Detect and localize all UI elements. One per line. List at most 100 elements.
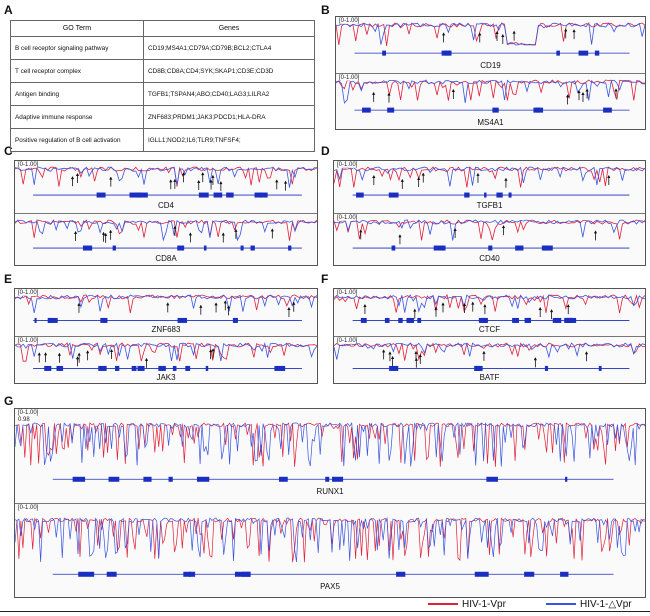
gene-exon bbox=[594, 50, 600, 56]
coverage-plot bbox=[15, 294, 317, 323]
arrow-head bbox=[566, 304, 570, 308]
arrow-head bbox=[421, 172, 425, 176]
arrow-head bbox=[201, 172, 205, 176]
arrow-head bbox=[462, 303, 467, 307]
arrow-head bbox=[572, 29, 576, 33]
arrow-head bbox=[585, 88, 589, 92]
coverage-line bbox=[334, 219, 645, 241]
arrow-head bbox=[169, 179, 173, 183]
arrow-head bbox=[382, 349, 386, 353]
gene-exon bbox=[474, 571, 489, 577]
track-ms4a1: [0-1.00] MS4A1 bbox=[336, 73, 645, 130]
gene-exon bbox=[232, 317, 238, 323]
gene-exon bbox=[360, 317, 367, 323]
arrow-head bbox=[363, 303, 367, 307]
gene-exon bbox=[387, 107, 395, 113]
gene-exon bbox=[488, 245, 493, 251]
arrow-head bbox=[109, 176, 113, 180]
genes-cell: IGLL1;NOD2;IL6;TLR9;TNFSF4; bbox=[143, 128, 315, 152]
track-pax5: [0-1.00] PAX5 bbox=[15, 503, 645, 598]
coverage-line bbox=[15, 219, 317, 241]
range-label: [0-1.00] bbox=[18, 162, 39, 168]
gene-exon bbox=[391, 245, 396, 251]
range-label: [0-1.00] bbox=[337, 162, 358, 168]
gene-exon bbox=[240, 245, 244, 251]
coverage-line bbox=[15, 342, 317, 362]
coverage-plot bbox=[336, 79, 645, 113]
arrow-head bbox=[483, 304, 487, 308]
arrow-head bbox=[226, 305, 231, 309]
arrow-head bbox=[57, 352, 61, 356]
coverage-line bbox=[15, 166, 317, 188]
panel-e-tracks: [0-1.00] ZNF683 [0-1.00] JAK3 bbox=[14, 288, 318, 384]
range-label: [0-1.00] bbox=[18, 410, 39, 416]
genes-cell: CD8B;CD8A;CD4;SYK;SKAP1;CD3E;CD3D bbox=[143, 59, 315, 83]
arrow-head bbox=[359, 229, 363, 233]
go-term-cell: Antigen binding bbox=[10, 82, 144, 106]
gene-exon bbox=[565, 476, 568, 482]
arrow-head bbox=[387, 92, 391, 96]
arrow-head bbox=[214, 302, 218, 306]
gene-exon bbox=[486, 476, 498, 482]
range-label: [0-1.00] bbox=[18, 290, 39, 296]
range-label: [0-1.00] bbox=[18, 338, 39, 344]
gene-exon bbox=[131, 365, 137, 371]
table-row: Adaptive immune response ZNF683;PRDM1;JA… bbox=[10, 105, 315, 129]
gene-exon bbox=[56, 365, 64, 371]
gene-exon bbox=[484, 192, 487, 198]
coverage-line bbox=[15, 342, 317, 362]
gene-exon bbox=[279, 476, 288, 482]
gene-exon bbox=[417, 317, 422, 323]
go-term-cell: B cell receptor signaling pathway bbox=[10, 36, 144, 60]
table-row: B cell receptor signaling pathway CD19;M… bbox=[10, 36, 315, 60]
coverage-line bbox=[334, 342, 645, 360]
gene-exon bbox=[115, 365, 120, 371]
header-go-term: GO Term bbox=[10, 20, 144, 37]
gene-exon bbox=[172, 365, 177, 371]
arrow-head bbox=[173, 225, 177, 229]
arrow-head bbox=[372, 175, 376, 179]
coverage-line bbox=[334, 342, 645, 361]
table-row: Antigen binding TGFB1;TSPAN4;ABO;CD40;LA… bbox=[10, 82, 315, 106]
panel-label-d: D bbox=[321, 144, 330, 158]
arrow-head bbox=[391, 355, 395, 359]
range-label: [0-1.00] bbox=[339, 18, 360, 24]
gene-exon bbox=[464, 192, 470, 198]
gene-exon bbox=[168, 476, 173, 482]
coverage-line bbox=[334, 294, 645, 313]
coverage-plot bbox=[334, 294, 645, 323]
gene-exon bbox=[34, 317, 37, 323]
track-jak3: [0-1.00] JAK3 bbox=[15, 336, 317, 384]
arrow-head bbox=[478, 32, 482, 36]
range-label: [0-1.00] bbox=[339, 75, 360, 81]
gene-exon bbox=[72, 476, 86, 482]
gene-exon bbox=[106, 571, 117, 577]
gene-exon bbox=[274, 365, 284, 371]
gene-exon bbox=[188, 571, 196, 577]
track-batf: [0-1.00] BATF bbox=[334, 336, 645, 384]
arrow-head bbox=[566, 94, 570, 98]
arrow-head bbox=[451, 89, 455, 93]
arrow-head bbox=[209, 349, 213, 353]
arrow-head bbox=[495, 30, 499, 34]
arrow-head bbox=[270, 228, 274, 232]
coverage-plot bbox=[15, 422, 645, 482]
gene-label-batf: BATF bbox=[479, 373, 500, 382]
table-row: T cell receptor complex CD8B;CD8A;CD4;SY… bbox=[10, 59, 315, 83]
track-runx1: [0-1.00] 0.98 RUNX1 bbox=[15, 409, 645, 503]
coverage-plot bbox=[334, 219, 645, 251]
coverage-plot bbox=[334, 342, 645, 371]
range-label: [0-1.00] bbox=[337, 215, 358, 221]
gene-exon bbox=[406, 317, 415, 323]
arrow-head bbox=[211, 348, 215, 352]
gene-exon bbox=[382, 50, 387, 56]
coverage-plot bbox=[15, 342, 317, 371]
panel-d-tracks: [0-1.00] TGFB1 [0-1.00] CD40 bbox=[333, 160, 646, 266]
coverage-line bbox=[334, 166, 645, 187]
panel-label-c: C bbox=[4, 144, 13, 158]
arrow-head bbox=[414, 357, 418, 361]
gene-exon bbox=[508, 192, 512, 198]
arrow-head bbox=[74, 231, 78, 235]
panel-label-f: F bbox=[321, 272, 329, 286]
gene-label-cd4: CD4 bbox=[157, 201, 174, 210]
